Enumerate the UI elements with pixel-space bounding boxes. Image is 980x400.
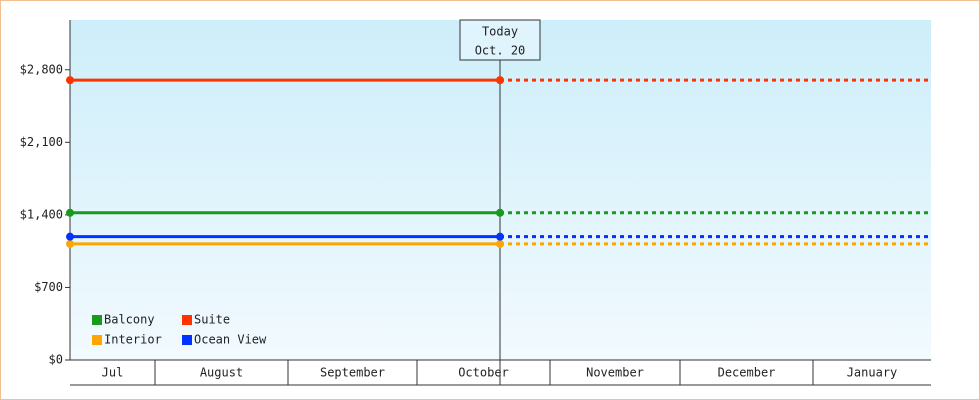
legend-label: Balcony [104,313,155,327]
x-tick-label: August [200,366,243,380]
y-tick-label: $2,100 [20,135,63,149]
x-tick-label: January [847,366,898,380]
x-tick-label: December [718,366,776,380]
today-box [459,19,541,61]
today-date: Oct. 20 [475,44,526,58]
legend-swatch [92,315,102,325]
y-tick-label: $1,400 [20,207,63,221]
legend-swatch [92,335,102,345]
start-point [66,208,74,217]
start-point [66,76,74,85]
y-tick-label: $0 [49,353,63,367]
legend-swatch [182,315,192,325]
legend-label: Ocean View [194,333,267,347]
start-point [66,239,74,248]
legend-label: Interior [104,333,162,347]
today-point [496,76,504,85]
today-point [496,208,504,217]
x-tick-label: October [458,366,509,380]
start-point [66,232,74,241]
x-tick-label: November [586,366,644,380]
x-tick-label: September [320,366,385,380]
legend-label: Suite [194,313,230,327]
today-point [496,232,504,241]
y-tick-label: $700 [34,280,63,294]
y-tick-label: $2,800 [20,62,63,76]
today-point [496,239,504,248]
x-tick-label: Jul [102,366,124,380]
today-title: Today [482,25,518,39]
legend-swatch [182,335,192,345]
